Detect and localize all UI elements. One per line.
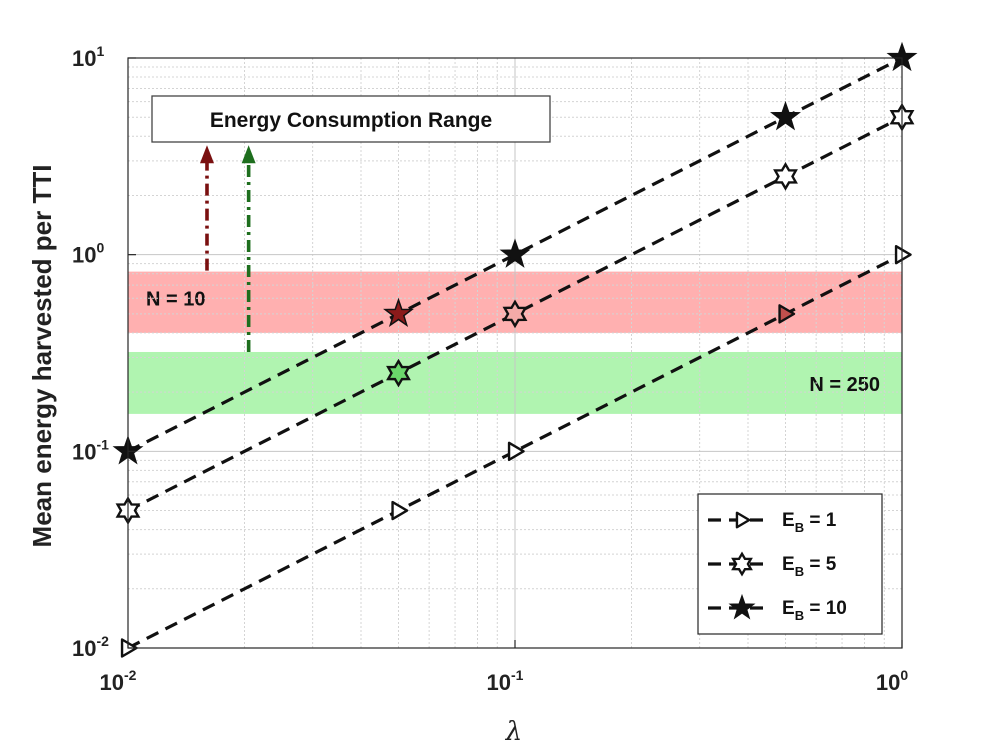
legend-label-1: EB = 1 bbox=[782, 510, 837, 535]
annotation-arrow-head-2 bbox=[241, 145, 256, 164]
annotation-arrow-head-1 bbox=[199, 145, 214, 164]
legend-label-2: EB = 5 bbox=[782, 554, 837, 579]
x-tick-label: 10-2 bbox=[100, 667, 137, 695]
annotation-layer: Energy Consumption Range bbox=[151, 95, 551, 352]
y-tick-label: 10-1 bbox=[72, 436, 109, 464]
x-tick-label: 100 bbox=[876, 667, 908, 695]
data-point-s1-4 bbox=[778, 304, 796, 324]
series-line-3 bbox=[127, 56, 903, 453]
band-label-n250: N = 250 bbox=[809, 374, 880, 396]
data-point-s3-3 bbox=[499, 238, 531, 268]
y-tick-label: 101 bbox=[72, 43, 104, 71]
data-point-s2-2 bbox=[386, 358, 411, 388]
band-label-n10: N = 10 bbox=[146, 288, 205, 310]
legend-label-3: EB = 10 bbox=[782, 598, 847, 623]
series-line-2 bbox=[127, 115, 903, 512]
legend-marker-3 bbox=[728, 593, 756, 620]
data-point-s1-2 bbox=[391, 500, 409, 521]
data-point-s3-2 bbox=[383, 297, 414, 328]
legend-marker-1 bbox=[735, 511, 751, 529]
data-point-s3-4 bbox=[770, 100, 801, 131]
annotation-text: Energy Consumption Range bbox=[210, 109, 492, 132]
data-point-s1-5 bbox=[894, 244, 912, 265]
series-line-1 bbox=[127, 253, 903, 650]
legend-marker-2 bbox=[731, 551, 753, 577]
x-tick-label: 10-1 bbox=[487, 667, 524, 695]
axes-layer: 10-2 10-1 100 10-2 10-1 100 101 bbox=[72, 43, 908, 695]
data-point-s2-4 bbox=[773, 162, 798, 191]
y-tick-label: 100 bbox=[72, 240, 104, 268]
data-point-s2-3 bbox=[502, 299, 528, 329]
series-lines-layer bbox=[127, 56, 903, 650]
y-tick-label: 10-2 bbox=[72, 633, 109, 661]
annotation-box bbox=[151, 95, 551, 143]
x-axis-label: λ bbox=[505, 717, 522, 747]
data-point-s1-3 bbox=[507, 441, 525, 462]
legend: EB = 1 EB = 5 EB = 10 bbox=[697, 493, 883, 635]
legend-box bbox=[697, 493, 883, 635]
markers-layer bbox=[112, 41, 918, 658]
y-axis-label: Mean energy harvested per TTI bbox=[27, 165, 57, 548]
